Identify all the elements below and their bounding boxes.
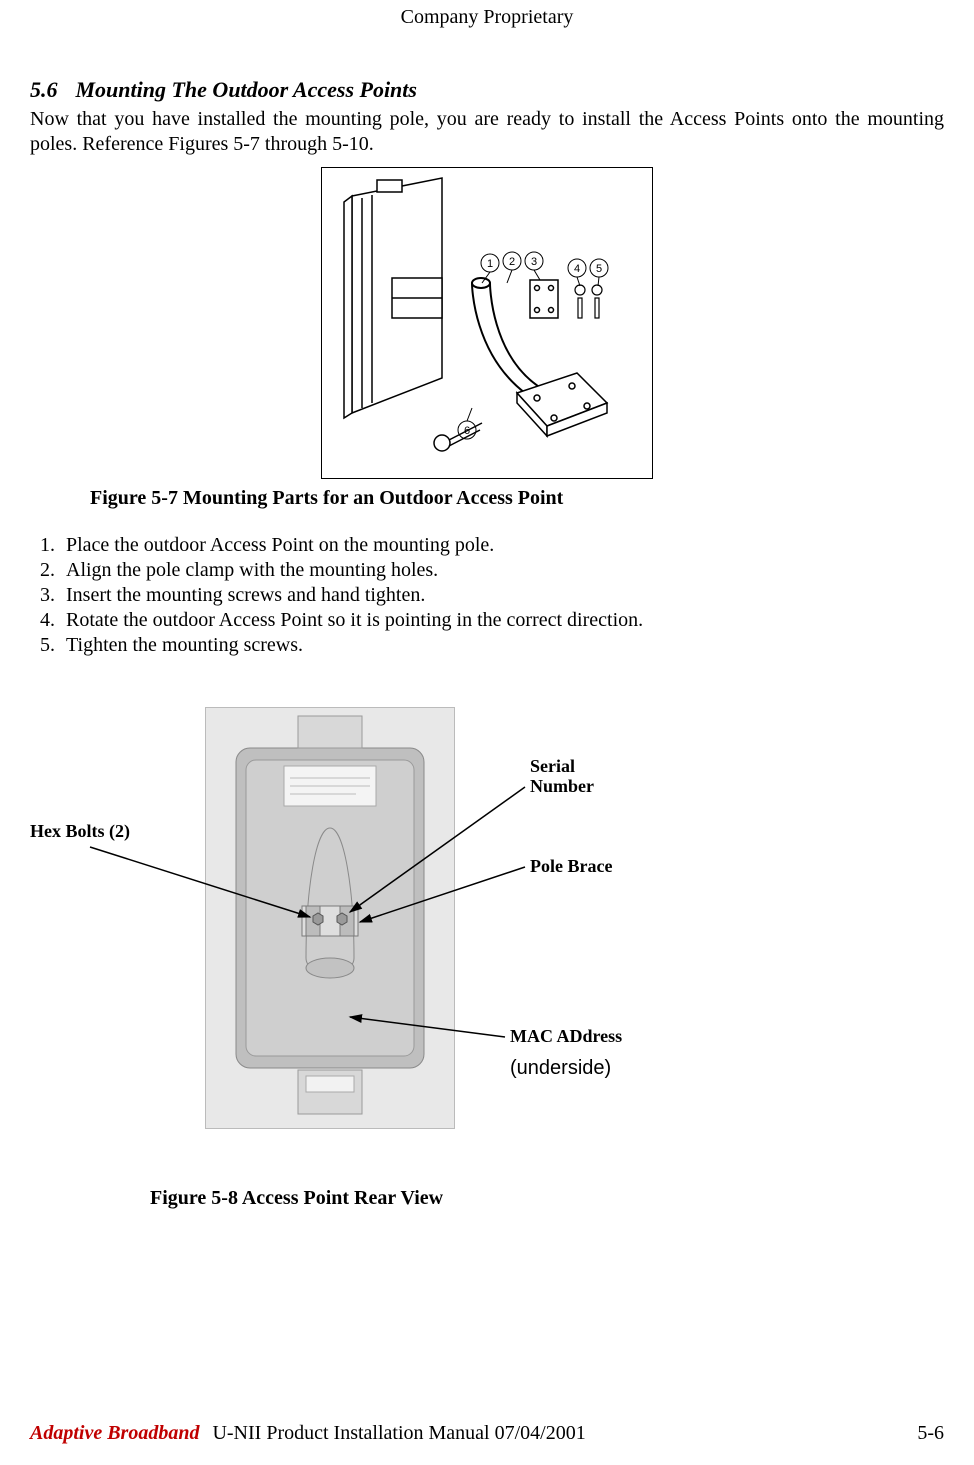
figure-5-7-drawing: 1 2 3 4 5 6	[321, 167, 653, 479]
part-num-1: 1	[487, 258, 493, 270]
part-num-3: 3	[531, 256, 537, 268]
intro-paragraph: Now that you have installed the mounting…	[30, 107, 944, 157]
figure-5-7-caption: Figure 5-7 Mounting Parts for an Outdoor…	[90, 487, 944, 510]
step-4: Rotate the outdoor Access Point so it is…	[60, 609, 944, 632]
classification: Company Proprietary	[30, 0, 944, 29]
section-title: Mounting The Outdoor Access Points	[76, 77, 417, 102]
footer-title: U-NII Product Installation Manual 07/04/…	[212, 1422, 585, 1444]
step-2: Align the pole clamp with the mounting h…	[60, 559, 944, 582]
footer-left: Adaptive Broadband U-NII Product Install…	[30, 1422, 586, 1445]
steps-list: Place the outdoor Access Point on the mo…	[30, 534, 944, 657]
callout-arrows	[30, 707, 630, 1127]
step-1: Place the outdoor Access Point on the mo…	[60, 534, 944, 557]
part-num-2: 2	[509, 256, 515, 268]
page: Company Proprietary 5.6 Mounting The Outd…	[0, 0, 974, 1465]
footer: Adaptive Broadband U-NII Product Install…	[30, 1422, 944, 1445]
figure-5-8-caption: Figure 5-8 Access Point Rear View	[150, 1187, 944, 1210]
figure-5-7: 1 2 3 4 5 6	[30, 167, 944, 479]
step-3: Insert the mounting screws and hand tigh…	[60, 584, 944, 607]
part-num-5: 5	[596, 263, 602, 275]
figure-5-8: Hex Bolts (2) Serial Number Pole Brace M…	[30, 707, 944, 1167]
page-number: 5-6	[917, 1422, 944, 1445]
part-num-4: 4	[574, 263, 580, 275]
section-number: 5.6	[30, 77, 58, 102]
footer-brand: Adaptive Broadband	[30, 1422, 199, 1444]
step-5: Tighten the mounting screws.	[60, 634, 944, 657]
section-heading: 5.6 Mounting The Outdoor Access Points	[30, 77, 944, 103]
